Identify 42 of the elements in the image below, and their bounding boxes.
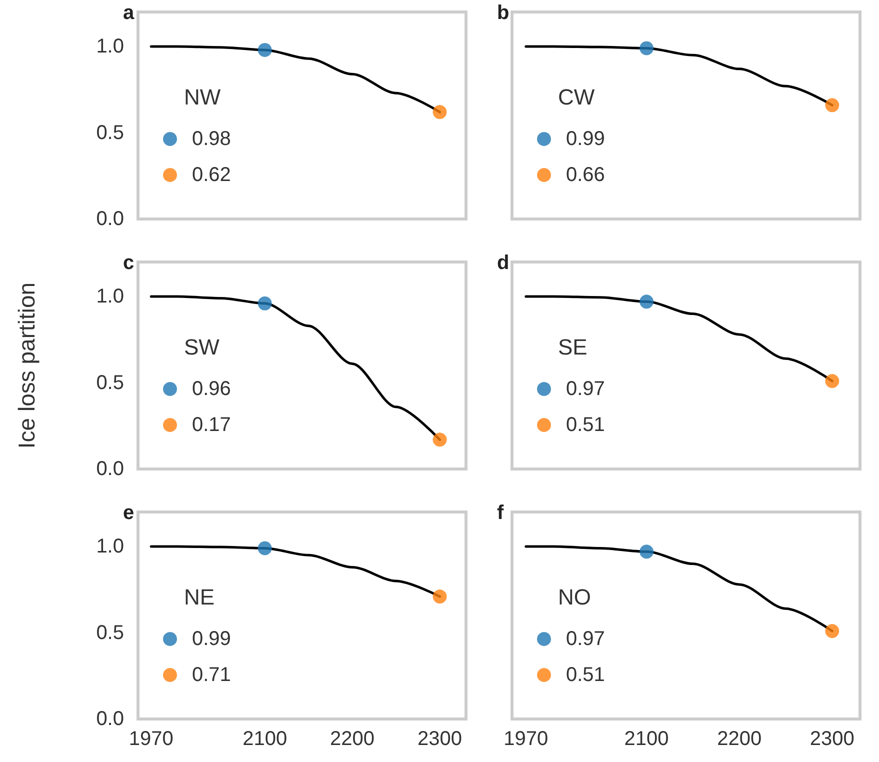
legend-title: SW <box>184 334 220 360</box>
x-tick-label: 2100 <box>624 728 669 750</box>
x-tick-label: 2300 <box>810 728 854 750</box>
x-tick-label: 2200 <box>717 728 762 750</box>
y-tick-label: 0.0 <box>96 208 124 230</box>
legend-label: 0.62 <box>192 164 231 186</box>
x-tick-label: 2300 <box>418 728 462 750</box>
y-tick-label: 0.0 <box>96 458 124 480</box>
legend-title: SE <box>558 334 588 360</box>
y-tick-label: 0.5 <box>96 122 124 144</box>
y-tick-label: 1.0 <box>96 36 124 58</box>
chart-title: f <box>497 502 504 524</box>
y-axis-title: Ice loss partition <box>14 282 40 449</box>
legend-title: NE <box>184 584 215 610</box>
legend-label: 0.99 <box>192 628 231 650</box>
chart-title: b <box>497 2 510 24</box>
x-tick-label: 1970 <box>504 728 548 750</box>
legend-label: 0.51 <box>566 414 605 436</box>
y-tick-label: 0.0 <box>96 708 124 730</box>
legend-label: 0.97 <box>566 628 605 650</box>
y-tick-label: 0.5 <box>96 622 124 644</box>
legend-label: 0.98 <box>192 128 231 150</box>
legend-label: 0.51 <box>566 664 605 686</box>
legend-label: 0.66 <box>566 164 605 186</box>
legend-title: CW <box>558 84 595 110</box>
chart-title: a <box>123 2 135 24</box>
legend-label: 0.97 <box>566 378 605 400</box>
y-tick-label: 1.0 <box>96 286 124 308</box>
x-tick-label: 2100 <box>242 728 288 750</box>
legend-label: 0.99 <box>566 128 605 150</box>
chart-title: d <box>497 252 510 274</box>
chart-title: c <box>123 252 134 274</box>
legend-label: 0.71 <box>192 664 231 686</box>
x-tick-label: 2200 <box>330 728 375 750</box>
x-tick-label: 1970 <box>128 728 174 750</box>
y-tick-label: 1.0 <box>96 536 124 558</box>
legend-title: NO <box>558 584 591 610</box>
y-tick-label: 0.5 <box>96 372 124 394</box>
legend-label: 0.17 <box>192 414 231 436</box>
legend-label: 0.96 <box>192 378 231 400</box>
legend-title: NW <box>184 84 221 110</box>
chart-title: e <box>123 502 134 524</box>
